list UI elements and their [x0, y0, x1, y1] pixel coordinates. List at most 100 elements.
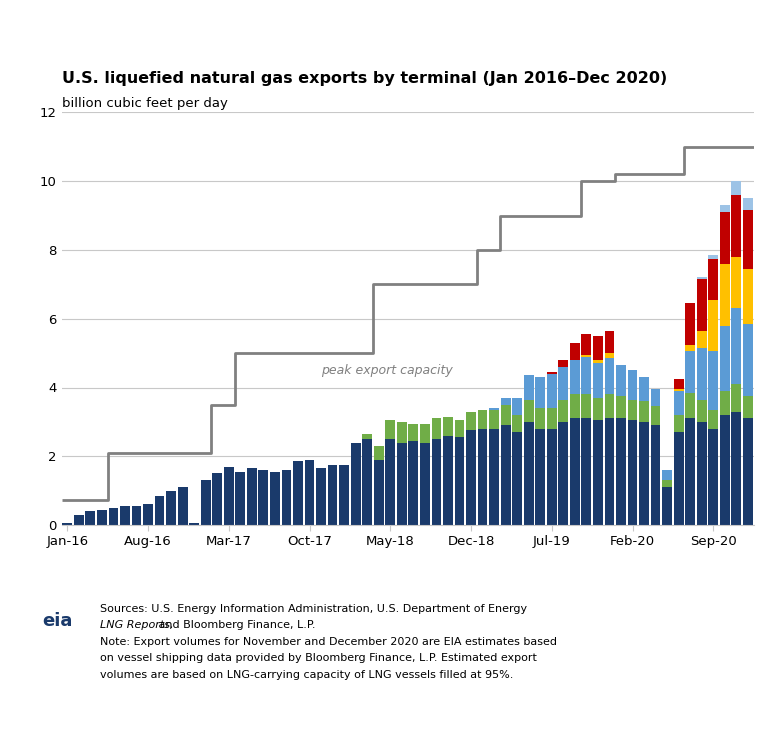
Text: LNG Reports,: LNG Reports, — [100, 620, 174, 630]
Bar — [743, 419, 753, 525]
Bar — [558, 360, 568, 367]
Bar — [535, 408, 545, 429]
Bar — [547, 429, 557, 525]
Bar — [731, 256, 741, 308]
Bar — [328, 465, 338, 525]
Bar — [339, 465, 349, 525]
Bar — [385, 420, 395, 439]
Bar — [581, 419, 591, 525]
Bar — [743, 396, 753, 418]
Bar — [604, 419, 614, 525]
Bar — [731, 308, 741, 384]
Bar — [535, 377, 545, 408]
Bar — [697, 422, 707, 525]
Bar — [604, 358, 614, 394]
Bar — [720, 206, 730, 212]
Bar — [547, 408, 557, 429]
Text: Sources: U.S. Energy Information Administration, U.S. Department of Energy: Sources: U.S. Energy Information Adminis… — [100, 604, 527, 613]
Bar — [639, 377, 649, 401]
Bar — [581, 334, 591, 355]
Bar — [305, 460, 315, 525]
Text: on vessel shipping data provided by Bloomberg Finance, L.P. Estimated export: on vessel shipping data provided by Bloo… — [100, 653, 537, 663]
Bar — [524, 376, 534, 400]
Bar — [478, 429, 488, 525]
Bar — [604, 394, 614, 418]
Bar — [570, 394, 580, 418]
Bar — [489, 429, 499, 525]
Bar — [593, 336, 603, 360]
Bar — [408, 424, 418, 441]
Bar — [131, 506, 141, 525]
Bar — [454, 437, 464, 525]
Bar — [720, 326, 730, 391]
Bar — [720, 415, 730, 525]
Bar — [674, 415, 684, 432]
Bar — [651, 406, 661, 425]
Bar — [235, 472, 245, 525]
Bar — [224, 466, 234, 525]
Bar — [62, 524, 72, 525]
Bar — [281, 470, 291, 525]
Text: peak export capacity: peak export capacity — [321, 364, 453, 377]
Bar — [685, 303, 695, 344]
Bar — [674, 379, 684, 389]
Bar — [74, 514, 84, 525]
Bar — [374, 460, 384, 525]
Bar — [593, 364, 603, 398]
Bar — [570, 419, 580, 525]
Bar — [166, 490, 176, 525]
Bar — [697, 331, 707, 348]
Bar — [258, 470, 268, 525]
Bar — [351, 442, 361, 525]
Bar — [662, 488, 672, 525]
Bar — [178, 488, 188, 525]
Bar — [512, 415, 522, 432]
Bar — [743, 269, 753, 324]
Bar — [674, 391, 684, 415]
Bar — [466, 412, 476, 430]
Bar — [489, 408, 499, 410]
Bar — [201, 480, 211, 525]
Bar — [466, 430, 476, 525]
Bar — [604, 331, 614, 353]
Bar — [720, 264, 730, 326]
Bar — [720, 391, 730, 415]
Bar — [685, 393, 695, 418]
Bar — [108, 508, 118, 525]
Bar — [512, 432, 522, 525]
Bar — [731, 195, 741, 256]
Bar — [374, 446, 384, 460]
Bar — [293, 461, 303, 525]
Bar — [420, 424, 430, 442]
Bar — [708, 429, 718, 525]
Bar — [743, 324, 753, 396]
Bar — [212, 473, 222, 525]
Bar — [270, 472, 280, 525]
Bar — [247, 468, 257, 525]
Bar — [385, 439, 395, 525]
Bar — [581, 356, 591, 395]
Bar — [581, 394, 591, 418]
Text: Note: Export volumes for November and December 2020 are EIA estimates based: Note: Export volumes for November and De… — [100, 637, 557, 646]
Bar — [570, 343, 580, 360]
Bar — [362, 434, 372, 439]
Bar — [731, 182, 741, 195]
Bar — [547, 372, 557, 374]
Bar — [397, 422, 407, 442]
Bar — [501, 398, 511, 405]
Bar — [604, 353, 614, 358]
Bar — [593, 420, 603, 525]
Bar — [512, 398, 522, 415]
Bar — [628, 420, 638, 525]
Bar — [362, 439, 372, 525]
Text: U.S. liquefied natural gas exports by terminal (Jan 2016–Dec 2020): U.S. liquefied natural gas exports by te… — [62, 71, 667, 86]
Bar — [651, 389, 661, 406]
Bar — [478, 410, 488, 429]
Bar — [697, 348, 707, 400]
Bar — [685, 344, 695, 352]
Bar — [685, 352, 695, 393]
Bar — [662, 470, 672, 480]
Bar — [616, 365, 626, 396]
Bar — [616, 396, 626, 418]
Text: and Bloomberg Finance, L.P.: and Bloomberg Finance, L.P. — [155, 620, 316, 630]
